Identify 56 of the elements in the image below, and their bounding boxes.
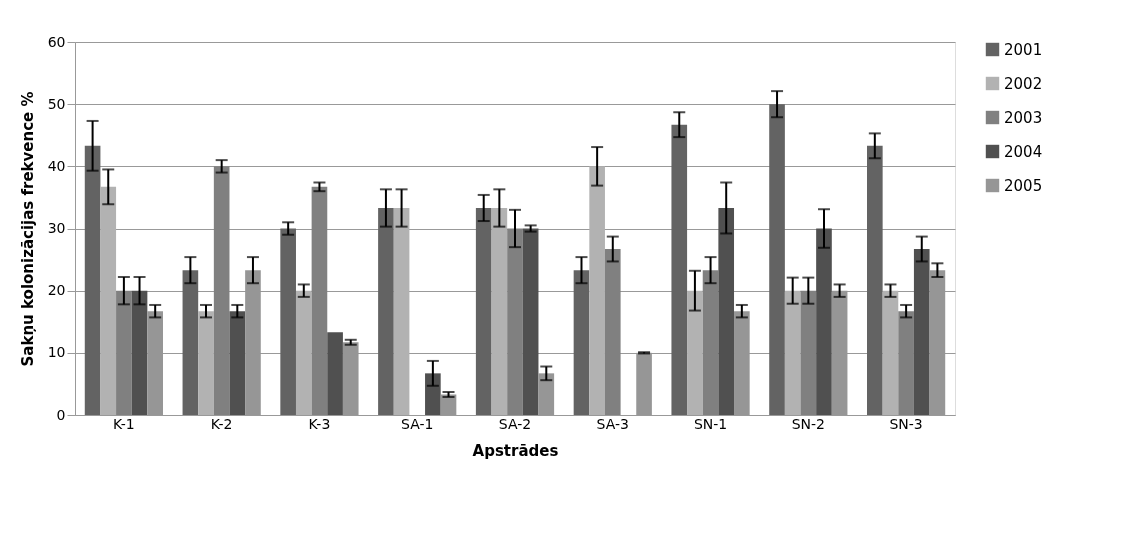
y-tick-label: 30: [47, 220, 66, 236]
bar: [867, 145, 883, 415]
legend-label: 2004: [1004, 142, 1043, 161]
bar: [589, 166, 605, 415]
bar: [784, 290, 801, 415]
x-tick-label: SN-1: [693, 415, 728, 432]
y-tick-label: 20: [47, 282, 66, 299]
bar: [116, 290, 132, 415]
bar: [913, 249, 930, 415]
x-tick-label: SA-1: [401, 415, 434, 432]
bar: [475, 207, 492, 415]
bar: [295, 290, 312, 415]
bar: [800, 290, 817, 415]
bar: [378, 207, 394, 415]
x-tick-label: K-3: [308, 415, 331, 432]
x-tick-label: SA-2: [498, 415, 532, 432]
bar: [213, 166, 230, 415]
bar: [393, 207, 410, 415]
bar: [280, 228, 296, 415]
bar: [538, 373, 555, 415]
bar: [491, 207, 508, 415]
y-tick-label: 40: [47, 157, 66, 174]
bar: [131, 290, 148, 415]
y-tick-label: 60: [47, 33, 66, 50]
bar: [769, 104, 785, 415]
bar: [718, 207, 735, 415]
x-tick-label: SN-2: [791, 415, 825, 432]
y-tick-label: 0: [56, 406, 66, 423]
bar: [882, 290, 899, 415]
x-tick-label: SA-3: [596, 415, 629, 432]
bar: [507, 228, 523, 415]
bar: [671, 124, 688, 415]
legend-label: 2003: [1004, 108, 1043, 127]
bar: [229, 311, 246, 415]
y-tick-label: 50: [47, 95, 66, 112]
x-tick-label: K-1: [113, 415, 135, 432]
bar: [327, 332, 343, 415]
bar: [573, 270, 590, 415]
x-tick-label: SN-3: [889, 415, 923, 432]
bar: [816, 228, 832, 415]
bar: [100, 186, 117, 415]
bar: [604, 249, 621, 415]
y-axis-title: Sakņu kolonizācijas frekvence %: [18, 91, 37, 367]
bar: [84, 145, 101, 415]
y-tick-label: 10: [47, 344, 66, 361]
bar: [182, 270, 199, 415]
legend-label: 2001: [1004, 40, 1043, 59]
x-axis-title: Apstrādes: [472, 441, 559, 460]
bar: [687, 290, 703, 415]
bar: [702, 270, 719, 415]
legend-label: 2002: [1004, 74, 1043, 93]
bar: [898, 311, 914, 415]
bar: [198, 311, 214, 415]
x-tick-label: K-2: [210, 415, 233, 432]
legend-label: 2005: [1004, 176, 1043, 195]
bar: [425, 373, 441, 415]
